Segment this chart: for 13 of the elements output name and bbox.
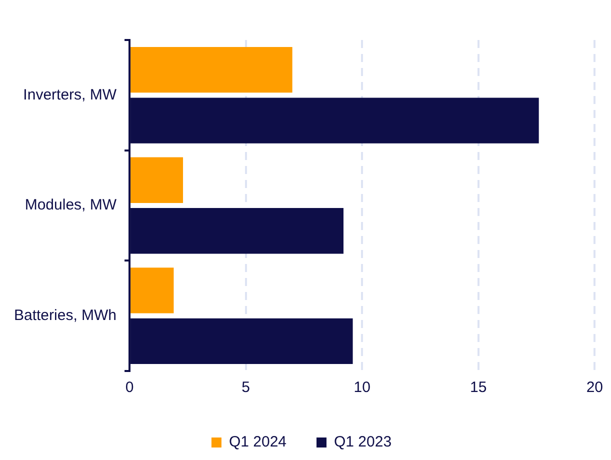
y-tick-label: Inverters, MW <box>23 86 118 104</box>
bar <box>130 46 292 93</box>
bar <box>130 157 184 203</box>
x-tick-label: 0 <box>125 379 134 396</box>
bar <box>130 268 174 314</box>
y-tick-label: Batteries, MWh <box>14 306 117 324</box>
legend-label: Q1 2024 <box>228 434 286 451</box>
legend-label: Q1 2023 <box>334 434 392 451</box>
x-tick-label: 5 <box>242 379 250 396</box>
x-tick-label: 15 <box>470 379 487 396</box>
x-tick-label: 20 <box>586 379 603 396</box>
x-tick-label: 10 <box>354 379 370 396</box>
y-tick-label: Modules, MW <box>24 196 118 214</box>
